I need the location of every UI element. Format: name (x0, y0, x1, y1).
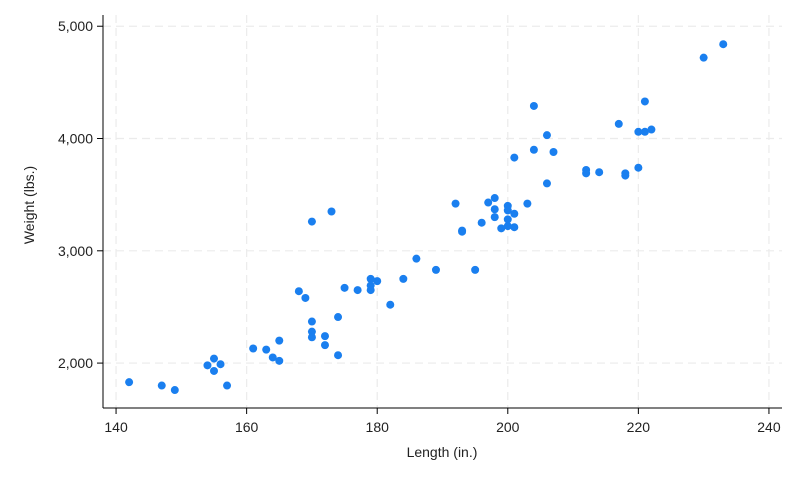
y-tick-label: 2,000 (58, 355, 93, 371)
data-point (373, 277, 382, 286)
data-point (614, 119, 623, 128)
data-point (209, 354, 218, 363)
data-point (640, 97, 649, 106)
data-point (510, 209, 519, 218)
data-point (477, 218, 486, 227)
data-point (582, 169, 591, 178)
data-point (366, 286, 375, 295)
data-point (484, 198, 493, 207)
data-point (634, 127, 643, 136)
axis-layer: 140 160 180 200 220 240 2,000 3,000 4,000 5,000 (58, 15, 782, 435)
data-point (334, 313, 343, 322)
y-tick-label: 3,000 (58, 243, 93, 259)
x-tick-label: 180 (366, 419, 390, 435)
data-point (699, 53, 708, 62)
data-point (503, 222, 512, 231)
data-point (307, 217, 316, 226)
data-point (529, 101, 538, 110)
data-point (320, 341, 329, 350)
y-axis-title: Weight (lbs.) (21, 166, 37, 244)
data-point (216, 360, 225, 369)
data-point (640, 127, 649, 136)
data-point (386, 300, 395, 309)
data-point (170, 386, 179, 395)
data-point (327, 207, 336, 216)
data-point (209, 366, 218, 375)
data-point (320, 332, 329, 341)
data-point (334, 351, 343, 360)
data-point (647, 125, 656, 134)
data-point (542, 179, 551, 188)
data-point (458, 227, 467, 236)
data-point (262, 345, 271, 354)
data-point (490, 205, 499, 214)
data-point (490, 213, 499, 222)
data-point (510, 223, 519, 232)
data-point (307, 333, 316, 342)
data-point (275, 336, 284, 345)
data-point (490, 194, 499, 203)
data-point (510, 153, 519, 162)
data-point (719, 40, 728, 49)
data-point (471, 265, 480, 274)
data-point (268, 353, 277, 362)
data-point (503, 215, 512, 224)
data-point (249, 344, 258, 353)
x-tick-label: 200 (496, 419, 520, 435)
x-axis-title: Length (in.) (407, 444, 478, 460)
data-point (497, 224, 506, 233)
data-point (542, 131, 551, 140)
data-point (523, 199, 532, 208)
data-point (275, 356, 284, 365)
data-point (294, 287, 303, 296)
data-point (451, 199, 460, 208)
data-point (412, 254, 421, 263)
data-point (353, 286, 362, 295)
data-point (203, 361, 212, 370)
data-point (366, 274, 375, 283)
data-point (307, 317, 316, 326)
data-point (503, 206, 512, 215)
data-point (529, 145, 538, 154)
points-layer (125, 40, 728, 395)
data-point (307, 327, 316, 336)
data-point (634, 163, 643, 172)
x-tick-label: 220 (627, 419, 651, 435)
data-point (157, 381, 166, 390)
data-point (399, 274, 408, 283)
data-point (340, 283, 349, 292)
data-point (621, 171, 630, 180)
x-tick-label: 160 (235, 419, 259, 435)
y-tick-label: 5,000 (58, 18, 93, 34)
data-point (431, 265, 440, 274)
x-tick-label: 140 (104, 419, 128, 435)
data-point (595, 168, 604, 177)
x-tick-label: 240 (757, 419, 781, 435)
grid-layer (103, 15, 782, 408)
data-point (125, 378, 134, 387)
data-point (223, 381, 232, 390)
data-point (549, 147, 558, 156)
data-point (301, 293, 310, 302)
y-tick-label: 4,000 (58, 131, 93, 147)
